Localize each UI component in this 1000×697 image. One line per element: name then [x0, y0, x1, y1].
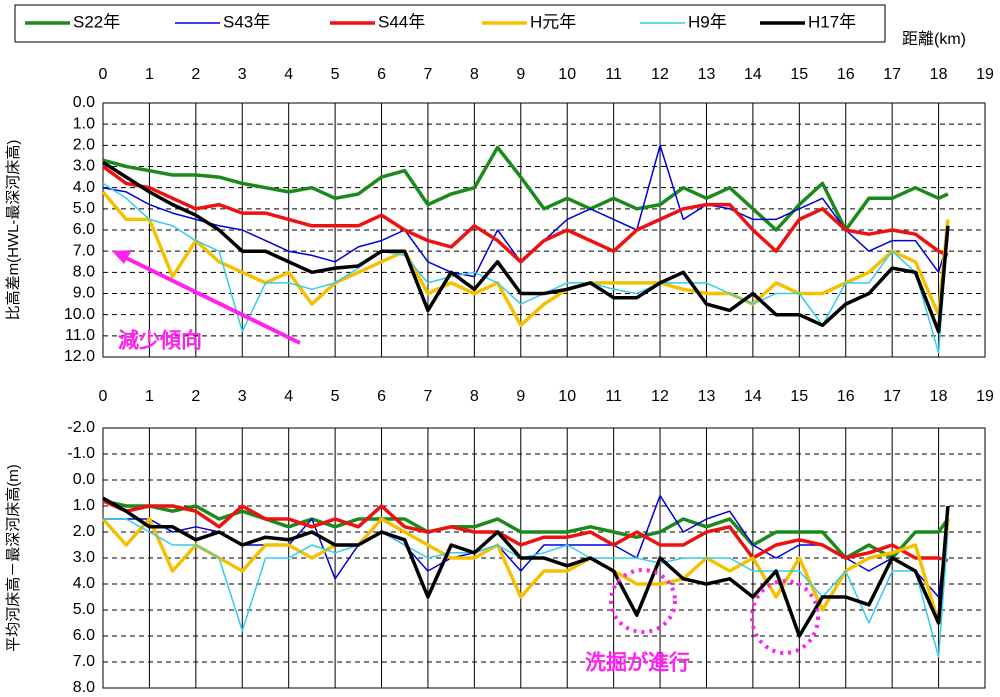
x-tick-label: 8 [470, 66, 479, 83]
x-tick-label: 17 [883, 388, 901, 405]
x-tick-label: 15 [790, 66, 808, 83]
x-tick-label: 2 [191, 388, 200, 405]
x-tick-label: 13 [698, 66, 716, 83]
y-tick-label: 6.0 [73, 627, 95, 644]
x-tick-label: 3 [238, 66, 247, 83]
legend-label: H9年 [688, 12, 727, 31]
x-tick-label: 18 [930, 66, 948, 83]
x-axis-label: 距離(km) [902, 30, 966, 48]
y-tick-label: 7.0 [73, 653, 95, 670]
x-tick-label: 8 [470, 388, 479, 405]
series-line [102, 160, 950, 334]
y-tick-label: 8.0 [73, 679, 95, 696]
x-tick-label: 12 [651, 66, 669, 83]
x-tick-label: 5 [331, 66, 340, 83]
x-tick-label: 2 [191, 66, 200, 83]
y-tick-label: 5.0 [73, 200, 95, 217]
annotation: 洗掘が進行 [585, 651, 690, 675]
y-tick-label: 4.0 [73, 575, 95, 592]
legend-label: H元年 [530, 12, 576, 31]
x-tick-label: 0 [99, 388, 108, 405]
series-line [102, 496, 950, 638]
scour-circle [750, 579, 820, 655]
x-tick-label: 3 [238, 388, 247, 405]
x-tick-label: 9 [516, 388, 525, 405]
y-tick-label: 9.0 [73, 285, 95, 302]
x-tick-label: 13 [698, 388, 716, 405]
arrow-head [112, 250, 132, 264]
x-tick-label: 9 [516, 66, 525, 83]
legend-label: S44年 [378, 12, 425, 31]
x-tick-label: 5 [331, 388, 340, 405]
x-tick-label: 10 [558, 66, 576, 83]
x-tick-label: 14 [744, 66, 762, 83]
x-tick-label: 7 [423, 66, 432, 83]
x-tick-label: 6 [377, 388, 386, 405]
scour-circle [609, 568, 677, 634]
x-tick-label: 12 [651, 388, 669, 405]
y-tick-label: 4.0 [73, 179, 95, 196]
x-tick-label: 10 [558, 388, 576, 405]
x-tick-label: 17 [883, 66, 901, 83]
trend-arrow [121, 254, 301, 345]
y-tick-label: 2.0 [73, 137, 95, 154]
x-tick-label: 4 [284, 66, 293, 83]
y-tick-label: 3.0 [73, 549, 95, 566]
x-tick-label: 19 [976, 66, 994, 83]
y-tick-label: 10.0 [64, 306, 95, 323]
y-tick-label: 1.0 [73, 497, 95, 514]
y-axis-label: 平均河床高－最深河床高(m) [5, 464, 22, 652]
series-line [102, 145, 949, 232]
x-tick-label: 16 [837, 66, 855, 83]
y-tick-label: 6.0 [73, 221, 95, 238]
x-tick-label: 14 [744, 388, 762, 405]
y-tick-label: 0.0 [73, 471, 95, 488]
legend-label: S43年 [223, 12, 270, 31]
y-tick-label: 1.0 [73, 115, 95, 132]
x-tick-label: 11 [605, 66, 622, 83]
series-line [103, 518, 949, 658]
series-line [102, 499, 949, 563]
y-tick-label: 0.0 [73, 94, 95, 111]
y-tick-label: -1.0 [67, 445, 95, 462]
y-tick-label: 3.0 [73, 158, 95, 175]
y-tick-label: 12.0 [64, 348, 95, 365]
series-line [101, 165, 949, 264]
legend-box [14, 4, 886, 43]
y-tick-label: -2.0 [67, 419, 95, 436]
y-tick-label: 7.0 [73, 242, 95, 259]
x-tick-label: 16 [837, 388, 855, 405]
x-tick-label: 11 [605, 388, 622, 405]
series-line [101, 190, 950, 328]
y-tick-label: 8.0 [73, 264, 95, 281]
x-tick-label: 18 [930, 388, 948, 405]
x-tick-label: 1 [145, 388, 154, 405]
series-line [102, 499, 950, 560]
x-tick-label: 1 [145, 66, 154, 83]
x-tick-label: 0 [99, 66, 108, 83]
annotation: 減少傾向 [118, 329, 202, 353]
x-tick-label: 15 [790, 388, 808, 405]
legend-label: H17年 [808, 12, 856, 31]
x-tick-label: 4 [284, 388, 293, 405]
y-tick-label: 2.0 [73, 523, 95, 540]
series-line [102, 182, 949, 354]
x-tick-label: 7 [423, 388, 432, 405]
y-tick-label: 5.0 [73, 601, 95, 618]
y-axis-label: 比高差m(HWL-最深河床高) [5, 140, 22, 321]
x-tick-label: 19 [976, 388, 994, 405]
x-tick-label: 6 [377, 66, 386, 83]
y-tick-label: 11.0 [65, 327, 95, 344]
legend-label: S22年 [73, 12, 120, 31]
